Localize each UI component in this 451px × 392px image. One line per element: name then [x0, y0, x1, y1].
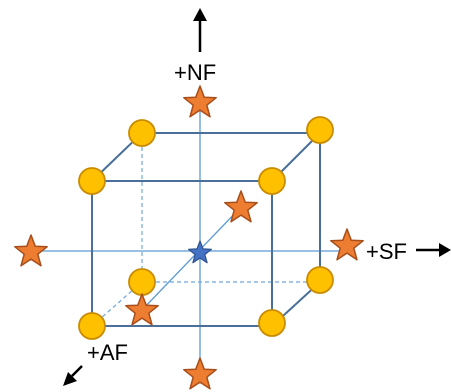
- cube-edges: [91, 132, 321, 327]
- vertex-back-bottom-left: [128, 268, 156, 296]
- axes: [30, 100, 348, 375]
- vertex-front-top-right: [258, 167, 286, 195]
- star-af: [125, 293, 159, 326]
- af-arrowhead: [63, 372, 77, 386]
- front-face: [91, 180, 273, 327]
- star-sf: [330, 228, 364, 261]
- af-label: +AF: [87, 340, 128, 365]
- sf-arrowhead: [439, 243, 451, 257]
- axis-stars: [14, 85, 364, 390]
- star-neg-sf: [14, 234, 48, 267]
- sf-label: +SF: [366, 239, 407, 264]
- center-point: [188, 240, 212, 264]
- vertex-back-bottom-right: [306, 266, 334, 294]
- nf-label: +NF: [174, 60, 216, 85]
- vertex-front-bottom-left: [78, 312, 106, 340]
- star-neg-nf: [183, 357, 217, 390]
- nf-arrowhead: [193, 8, 207, 21]
- af-arrow-shaft: [71, 365, 83, 377]
- vertex-back-top-left: [128, 119, 156, 147]
- hidden-edges: [91, 133, 320, 327]
- vertex-back-top-right: [306, 116, 334, 144]
- arrows: [63, 8, 451, 386]
- vertex-front-top-left: [78, 167, 106, 195]
- vertices: [78, 116, 334, 340]
- star-neg-af: [224, 190, 258, 223]
- af-axis-line: [139, 205, 243, 313]
- star-center: [188, 240, 212, 264]
- vertex-front-bottom-right: [258, 309, 286, 337]
- star-nf: [183, 85, 217, 118]
